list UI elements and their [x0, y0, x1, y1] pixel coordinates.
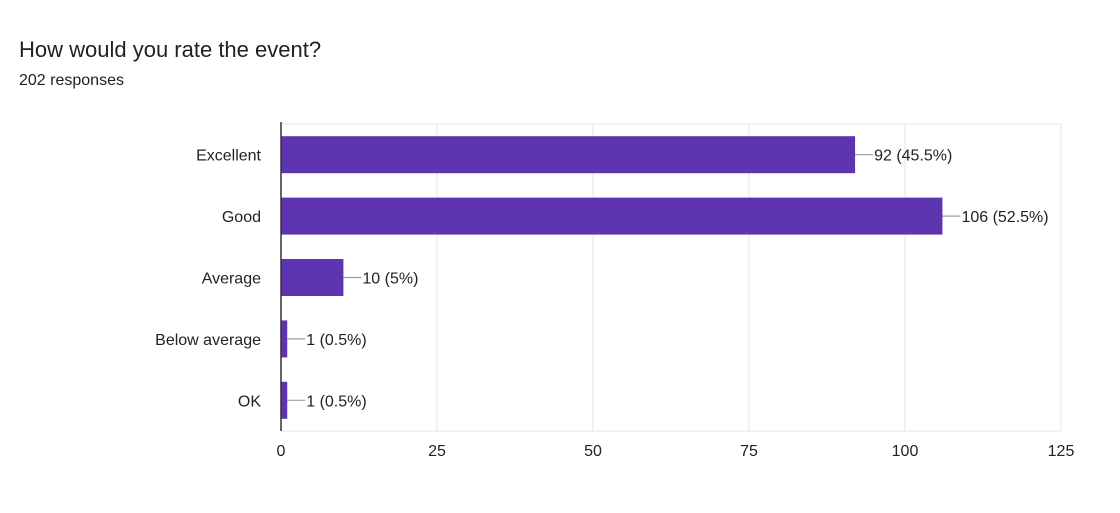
- data-label-0: 92 (45.5%): [874, 148, 952, 165]
- category-label-1: Good: [222, 209, 261, 226]
- x-tick-label-1: 25: [428, 443, 446, 460]
- x-tick-label-4: 100: [892, 443, 919, 460]
- category-label-4: OK: [238, 393, 261, 410]
- chart-title: How would you rate the event?: [19, 37, 322, 62]
- x-tick-label-5: 125: [1048, 443, 1075, 460]
- x-tick-label-2: 50: [584, 443, 602, 460]
- response-count: 202 responses: [19, 72, 124, 89]
- bar-4: [281, 381, 288, 419]
- x-tick-label-0: 0: [277, 443, 286, 460]
- bar-1: [281, 197, 943, 235]
- data-label-3: 1 (0.5%): [306, 332, 366, 349]
- data-label-1: 106 (52.5%): [961, 209, 1048, 226]
- bar-0: [281, 136, 856, 174]
- category-label-2: Average: [202, 271, 261, 288]
- data-label-4: 1 (0.5%): [306, 393, 366, 410]
- x-tick-label-3: 75: [740, 443, 758, 460]
- category-label-0: Excellent: [196, 148, 261, 165]
- category-label-3: Below average: [155, 332, 261, 349]
- bar-3: [281, 320, 288, 358]
- data-label-2: 10 (5%): [362, 271, 418, 288]
- bar-2: [281, 259, 344, 296]
